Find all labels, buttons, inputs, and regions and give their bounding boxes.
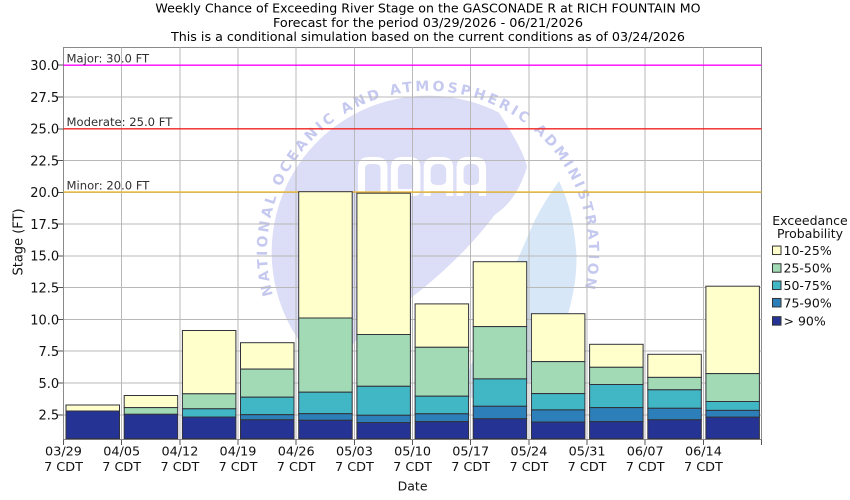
- svg-text:06/07: 06/07: [627, 444, 664, 459]
- svg-text:7 CDT: 7 CDT: [451, 460, 490, 475]
- svg-text:05/24: 05/24: [510, 444, 547, 459]
- svg-text:05/03: 05/03: [336, 444, 373, 459]
- svg-text:22.5: 22.5: [30, 154, 59, 169]
- svg-text:Exceedance: Exceedance: [772, 213, 848, 228]
- svg-text:10.0: 10.0: [30, 313, 59, 328]
- svg-text:7 CDT: 7 CDT: [684, 460, 723, 475]
- svg-text:7 CDT: 7 CDT: [160, 460, 199, 475]
- svg-text:04/19: 04/19: [220, 444, 257, 459]
- svg-text:03/29: 03/29: [45, 444, 82, 459]
- svg-text:2.5: 2.5: [39, 409, 60, 424]
- svg-text:05/10: 05/10: [394, 444, 431, 459]
- svg-text:7 CDT: 7 CDT: [219, 460, 258, 475]
- svg-text:12.5: 12.5: [30, 282, 59, 297]
- svg-text:Stage (FT): Stage (FT): [11, 208, 26, 275]
- svg-text:05/31: 05/31: [569, 444, 606, 459]
- svg-text:75-90%: 75-90%: [784, 295, 832, 310]
- svg-text:30.0: 30.0: [30, 59, 59, 74]
- svg-text:5.0: 5.0: [39, 377, 60, 392]
- svg-text:20.0: 20.0: [30, 186, 59, 201]
- svg-text:7.5: 7.5: [39, 345, 60, 360]
- svg-text:04/12: 04/12: [161, 444, 198, 459]
- svg-text:25.0: 25.0: [30, 123, 59, 138]
- svg-text:7 CDT: 7 CDT: [568, 460, 607, 475]
- svg-text:04/05: 04/05: [103, 444, 140, 459]
- svg-text:7 CDT: 7 CDT: [44, 460, 83, 475]
- svg-text:7 CDT: 7 CDT: [277, 460, 316, 475]
- svg-text:Minor: 20.0 FT: Minor: 20.0 FT: [67, 178, 151, 192]
- svg-text:05/17: 05/17: [452, 444, 489, 459]
- svg-text:Probability: Probability: [777, 226, 844, 241]
- svg-text:> 90%: > 90%: [784, 314, 826, 329]
- svg-text:Major: 30.0 FT: Major: 30.0 FT: [67, 51, 151, 65]
- svg-text:10-25%: 10-25%: [784, 243, 832, 258]
- svg-text:27.5: 27.5: [30, 91, 59, 106]
- svg-text:Weekly Chance of Exceeding Riv: Weekly Chance of Exceeding River Stage o…: [155, 1, 700, 16]
- svg-text:06/14: 06/14: [685, 444, 722, 459]
- svg-text:7 CDT: 7 CDT: [626, 460, 665, 475]
- svg-text:50-75%: 50-75%: [784, 278, 832, 293]
- svg-text:This is a conditional simulati: This is a conditional simulation based o…: [170, 29, 685, 44]
- svg-text:Moderate: 25.0 FT: Moderate: 25.0 FT: [67, 115, 174, 129]
- svg-text:7 CDT: 7 CDT: [102, 460, 141, 475]
- svg-text:04/26: 04/26: [278, 444, 315, 459]
- svg-text:7 CDT: 7 CDT: [335, 460, 374, 475]
- svg-text:7 CDT: 7 CDT: [393, 460, 432, 475]
- svg-text:25-50%: 25-50%: [784, 261, 832, 276]
- svg-text:Forecast for the period 03/29/: Forecast for the period 03/29/2026 - 06/…: [273, 16, 583, 31]
- svg-text:Date: Date: [398, 479, 428, 494]
- svg-text:7 CDT: 7 CDT: [509, 460, 548, 475]
- svg-text:17.5: 17.5: [30, 218, 59, 233]
- svg-text:15.0: 15.0: [30, 250, 59, 265]
